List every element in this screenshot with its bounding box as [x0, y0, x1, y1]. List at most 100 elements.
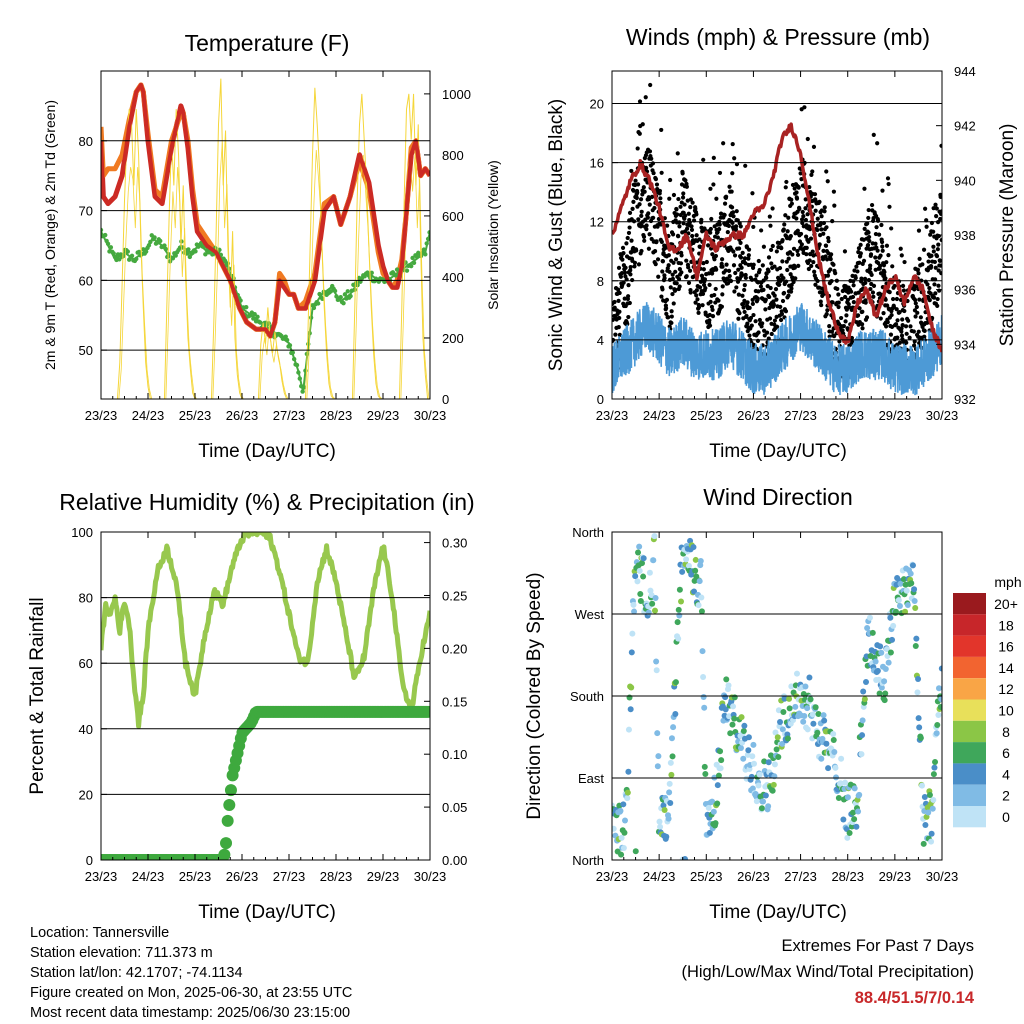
gust-point	[664, 311, 669, 316]
gust-point	[931, 295, 937, 300]
gust-point	[894, 296, 900, 302]
gust-point	[927, 298, 932, 303]
gust-point	[856, 246, 862, 251]
gust-point	[830, 300, 835, 305]
gust-point	[900, 283, 906, 288]
x-tick-label: 26/23	[226, 869, 259, 884]
gust-point	[804, 234, 809, 239]
direction-point	[645, 609, 652, 616]
gust-point	[788, 233, 793, 239]
plot-frame	[100, 70, 431, 400]
x-tick-label: 26/23	[737, 869, 770, 884]
gust-point	[711, 182, 716, 187]
gust-point	[885, 176, 891, 181]
direction-point	[773, 746, 780, 753]
gust-point	[738, 255, 744, 260]
direction-point	[654, 730, 661, 737]
gust-point	[612, 299, 617, 305]
direction-point	[825, 765, 832, 772]
gust-point	[634, 248, 639, 253]
gust-point	[908, 324, 913, 329]
dewpoint-point	[315, 301, 321, 306]
gust-point	[731, 214, 736, 219]
gust-point	[808, 252, 813, 257]
y-axis-label: Direction (Colored By Speed)	[524, 572, 545, 819]
gust-point	[843, 294, 848, 300]
direction-point	[624, 789, 631, 796]
gust-point	[939, 237, 942, 243]
gust-point	[933, 291, 938, 296]
gust-point	[686, 265, 691, 270]
x-tick-label: 24/23	[132, 869, 165, 884]
direction-point	[866, 614, 873, 621]
dewpoint-point	[411, 260, 417, 266]
gust-point	[771, 302, 776, 307]
gust-point	[862, 276, 868, 281]
direction-point	[626, 694, 633, 701]
gust-point	[912, 339, 917, 344]
gust-point	[938, 263, 942, 268]
direction-point	[637, 590, 644, 597]
direction-point	[653, 658, 660, 665]
gust-point	[623, 265, 628, 270]
gust-point	[889, 312, 894, 318]
gust-point	[744, 313, 749, 318]
direction-point	[657, 823, 664, 830]
x-tick-label: 28/23	[320, 408, 353, 423]
direction-point	[904, 602, 911, 609]
direction-point	[701, 704, 708, 711]
gust-point	[659, 294, 664, 299]
gust-point	[658, 196, 663, 201]
gust-point	[668, 177, 673, 183]
direction-point	[731, 715, 738, 722]
gust-point	[725, 229, 730, 235]
gust-point	[635, 146, 640, 151]
gust-point	[717, 170, 723, 176]
gust-point	[686, 280, 692, 285]
gust-point	[729, 189, 734, 194]
direction-point	[930, 771, 937, 778]
direction-point	[788, 683, 795, 690]
gust-point	[621, 250, 626, 256]
direction-point	[859, 717, 866, 724]
direction-point	[765, 759, 772, 766]
direction-point	[672, 710, 679, 717]
direction-point	[908, 580, 915, 587]
gust-point	[878, 316, 883, 321]
gust-point	[887, 204, 892, 209]
gust-point	[928, 232, 933, 237]
gust-point	[933, 265, 938, 270]
gust-point	[913, 314, 918, 319]
gust-point	[807, 227, 813, 232]
plot-area	[612, 82, 942, 396]
direction-point	[625, 726, 632, 733]
gust-point	[875, 141, 880, 146]
gust-point	[710, 252, 715, 257]
direction-point	[925, 809, 932, 816]
gust-point	[858, 242, 863, 247]
gust-point	[677, 267, 682, 272]
gust-point	[759, 228, 764, 233]
gust-point	[700, 303, 705, 308]
gust-point	[650, 161, 656, 166]
gust-point	[646, 211, 651, 216]
direction-point	[851, 816, 858, 823]
direction-point	[762, 792, 769, 799]
direction-point	[792, 703, 799, 710]
direction-point	[780, 708, 787, 715]
gust-point	[667, 269, 672, 274]
y-tick-label: 20	[79, 787, 93, 802]
dewpoint-point	[166, 252, 171, 257]
gust-point	[750, 191, 755, 196]
recent-text: Most recent data timestamp: 2025/06/30 2…	[30, 1005, 351, 1021]
gust-point	[884, 243, 890, 248]
gust-point	[795, 228, 800, 233]
direction-point	[882, 666, 889, 673]
gust-point	[936, 242, 941, 247]
gust-point	[751, 262, 756, 267]
plot-frame	[611, 531, 943, 861]
gust-point	[707, 318, 712, 323]
gust-point	[817, 242, 822, 247]
dewpoint-point	[173, 253, 178, 258]
direction-point	[915, 676, 922, 683]
